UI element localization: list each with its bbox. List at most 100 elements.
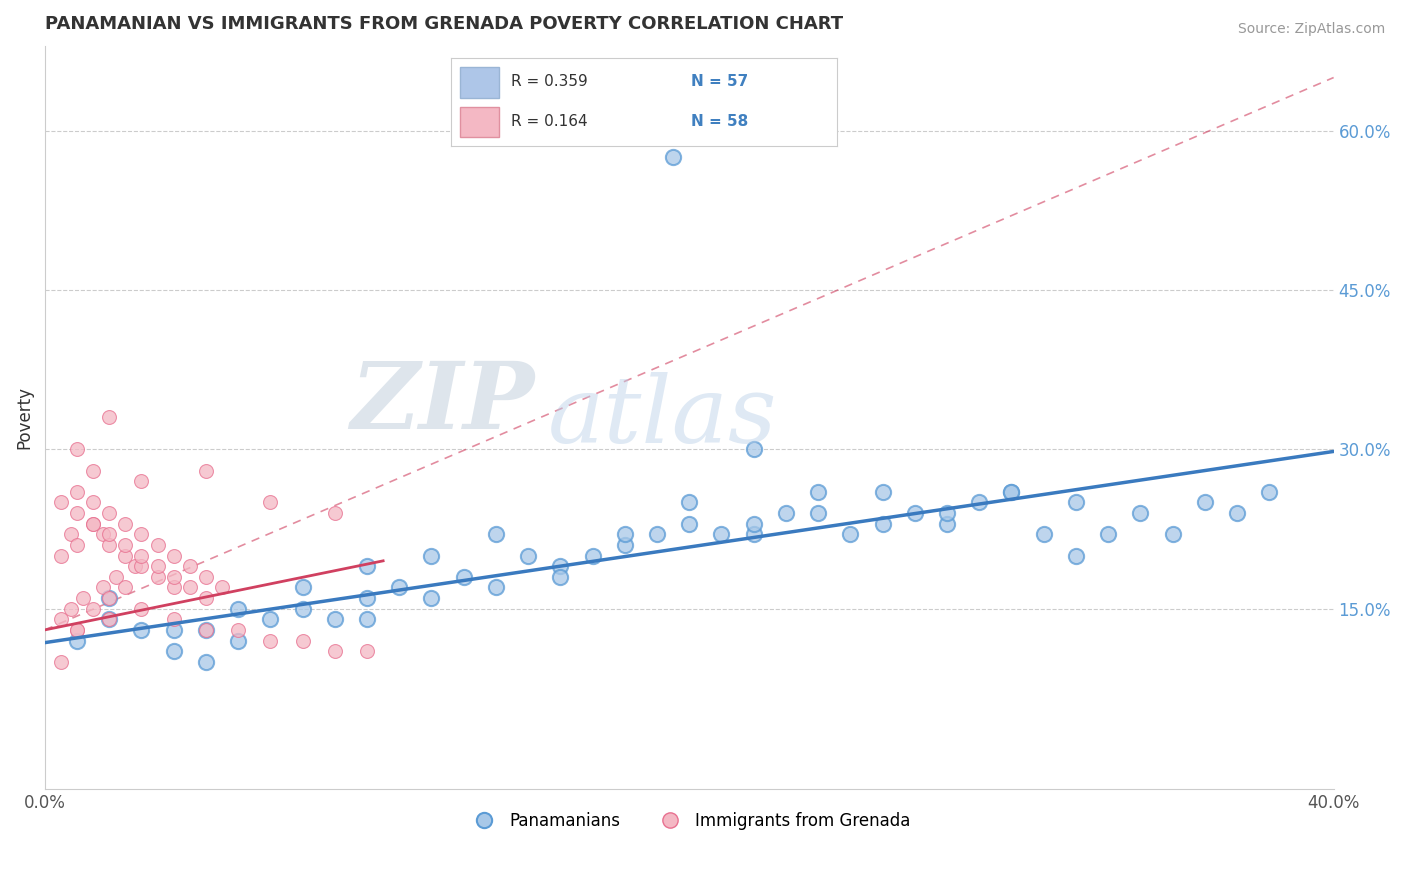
Point <box>259 495 281 509</box>
Point <box>66 623 89 637</box>
Point <box>1129 506 1152 520</box>
Point <box>146 538 169 552</box>
Point <box>82 601 104 615</box>
Point <box>66 442 89 457</box>
Point <box>114 516 136 531</box>
Point <box>1194 495 1216 509</box>
Point <box>291 581 314 595</box>
Point <box>49 612 72 626</box>
Point <box>194 570 217 584</box>
Point <box>179 581 201 595</box>
Point <box>66 484 89 499</box>
Point <box>936 506 959 520</box>
Point <box>1000 484 1022 499</box>
Point <box>1064 549 1087 563</box>
Point <box>146 559 169 574</box>
Point <box>420 591 443 605</box>
Point <box>49 655 72 669</box>
Point <box>163 612 186 626</box>
Text: atlas: atlas <box>547 373 778 462</box>
Point <box>807 484 830 499</box>
Point <box>1161 527 1184 541</box>
Point <box>1226 506 1249 520</box>
Point <box>82 516 104 531</box>
Legend: Panamanians, Immigrants from Grenada: Panamanians, Immigrants from Grenada <box>461 805 917 837</box>
Point <box>194 591 217 605</box>
Point <box>226 633 249 648</box>
Point <box>1000 484 1022 499</box>
Point <box>323 506 346 520</box>
Point <box>98 612 121 626</box>
Point <box>98 591 121 605</box>
Point <box>936 516 959 531</box>
Point <box>91 581 114 595</box>
Point <box>131 549 153 563</box>
Point <box>98 506 121 520</box>
Point <box>485 527 508 541</box>
Point <box>163 549 186 563</box>
Point <box>1032 527 1054 541</box>
Point <box>59 601 82 615</box>
Point <box>645 527 668 541</box>
Point <box>517 549 540 563</box>
Point <box>194 655 217 669</box>
Point <box>131 527 153 541</box>
Point <box>98 410 121 425</box>
Point <box>66 633 89 648</box>
Point <box>742 516 765 531</box>
Point <box>91 527 114 541</box>
Point <box>550 559 572 574</box>
Point <box>356 591 378 605</box>
Point <box>291 601 314 615</box>
Point <box>388 581 411 595</box>
Point <box>66 623 89 637</box>
Text: PANAMANIAN VS IMMIGRANTS FROM GRENADA POVERTY CORRELATION CHART: PANAMANIAN VS IMMIGRANTS FROM GRENADA PO… <box>45 15 844 33</box>
Point <box>131 474 153 488</box>
Point <box>550 570 572 584</box>
Point <box>82 516 104 531</box>
Point <box>839 527 862 541</box>
Text: ZIP: ZIP <box>350 358 534 448</box>
Point <box>1064 495 1087 509</box>
Point <box>72 591 94 605</box>
Point <box>678 516 700 531</box>
Point <box>581 549 603 563</box>
Point <box>179 559 201 574</box>
Point <box>259 633 281 648</box>
Point <box>114 581 136 595</box>
Point <box>194 623 217 637</box>
Point <box>131 623 153 637</box>
Point <box>146 570 169 584</box>
Point <box>104 570 127 584</box>
Point <box>613 538 636 552</box>
Point <box>453 570 475 584</box>
Point <box>356 559 378 574</box>
Point <box>678 495 700 509</box>
Point <box>163 570 186 584</box>
Point <box>613 527 636 541</box>
Point <box>82 464 104 478</box>
Point <box>1097 527 1119 541</box>
Point <box>967 495 990 509</box>
Point <box>1258 484 1281 499</box>
Point <box>66 538 89 552</box>
Point <box>226 623 249 637</box>
Point <box>872 484 894 499</box>
Point <box>163 623 186 637</box>
Point <box>98 527 121 541</box>
Point <box>742 442 765 457</box>
Point <box>485 581 508 595</box>
Point <box>194 464 217 478</box>
Point <box>662 150 685 164</box>
Point <box>226 601 249 615</box>
Point <box>114 549 136 563</box>
Point <box>131 601 153 615</box>
Point <box>98 538 121 552</box>
Point <box>356 612 378 626</box>
Point <box>742 527 765 541</box>
Point <box>323 612 346 626</box>
Point <box>710 527 733 541</box>
Point <box>163 581 186 595</box>
Point <box>904 506 927 520</box>
Text: Source: ZipAtlas.com: Source: ZipAtlas.com <box>1237 22 1385 37</box>
